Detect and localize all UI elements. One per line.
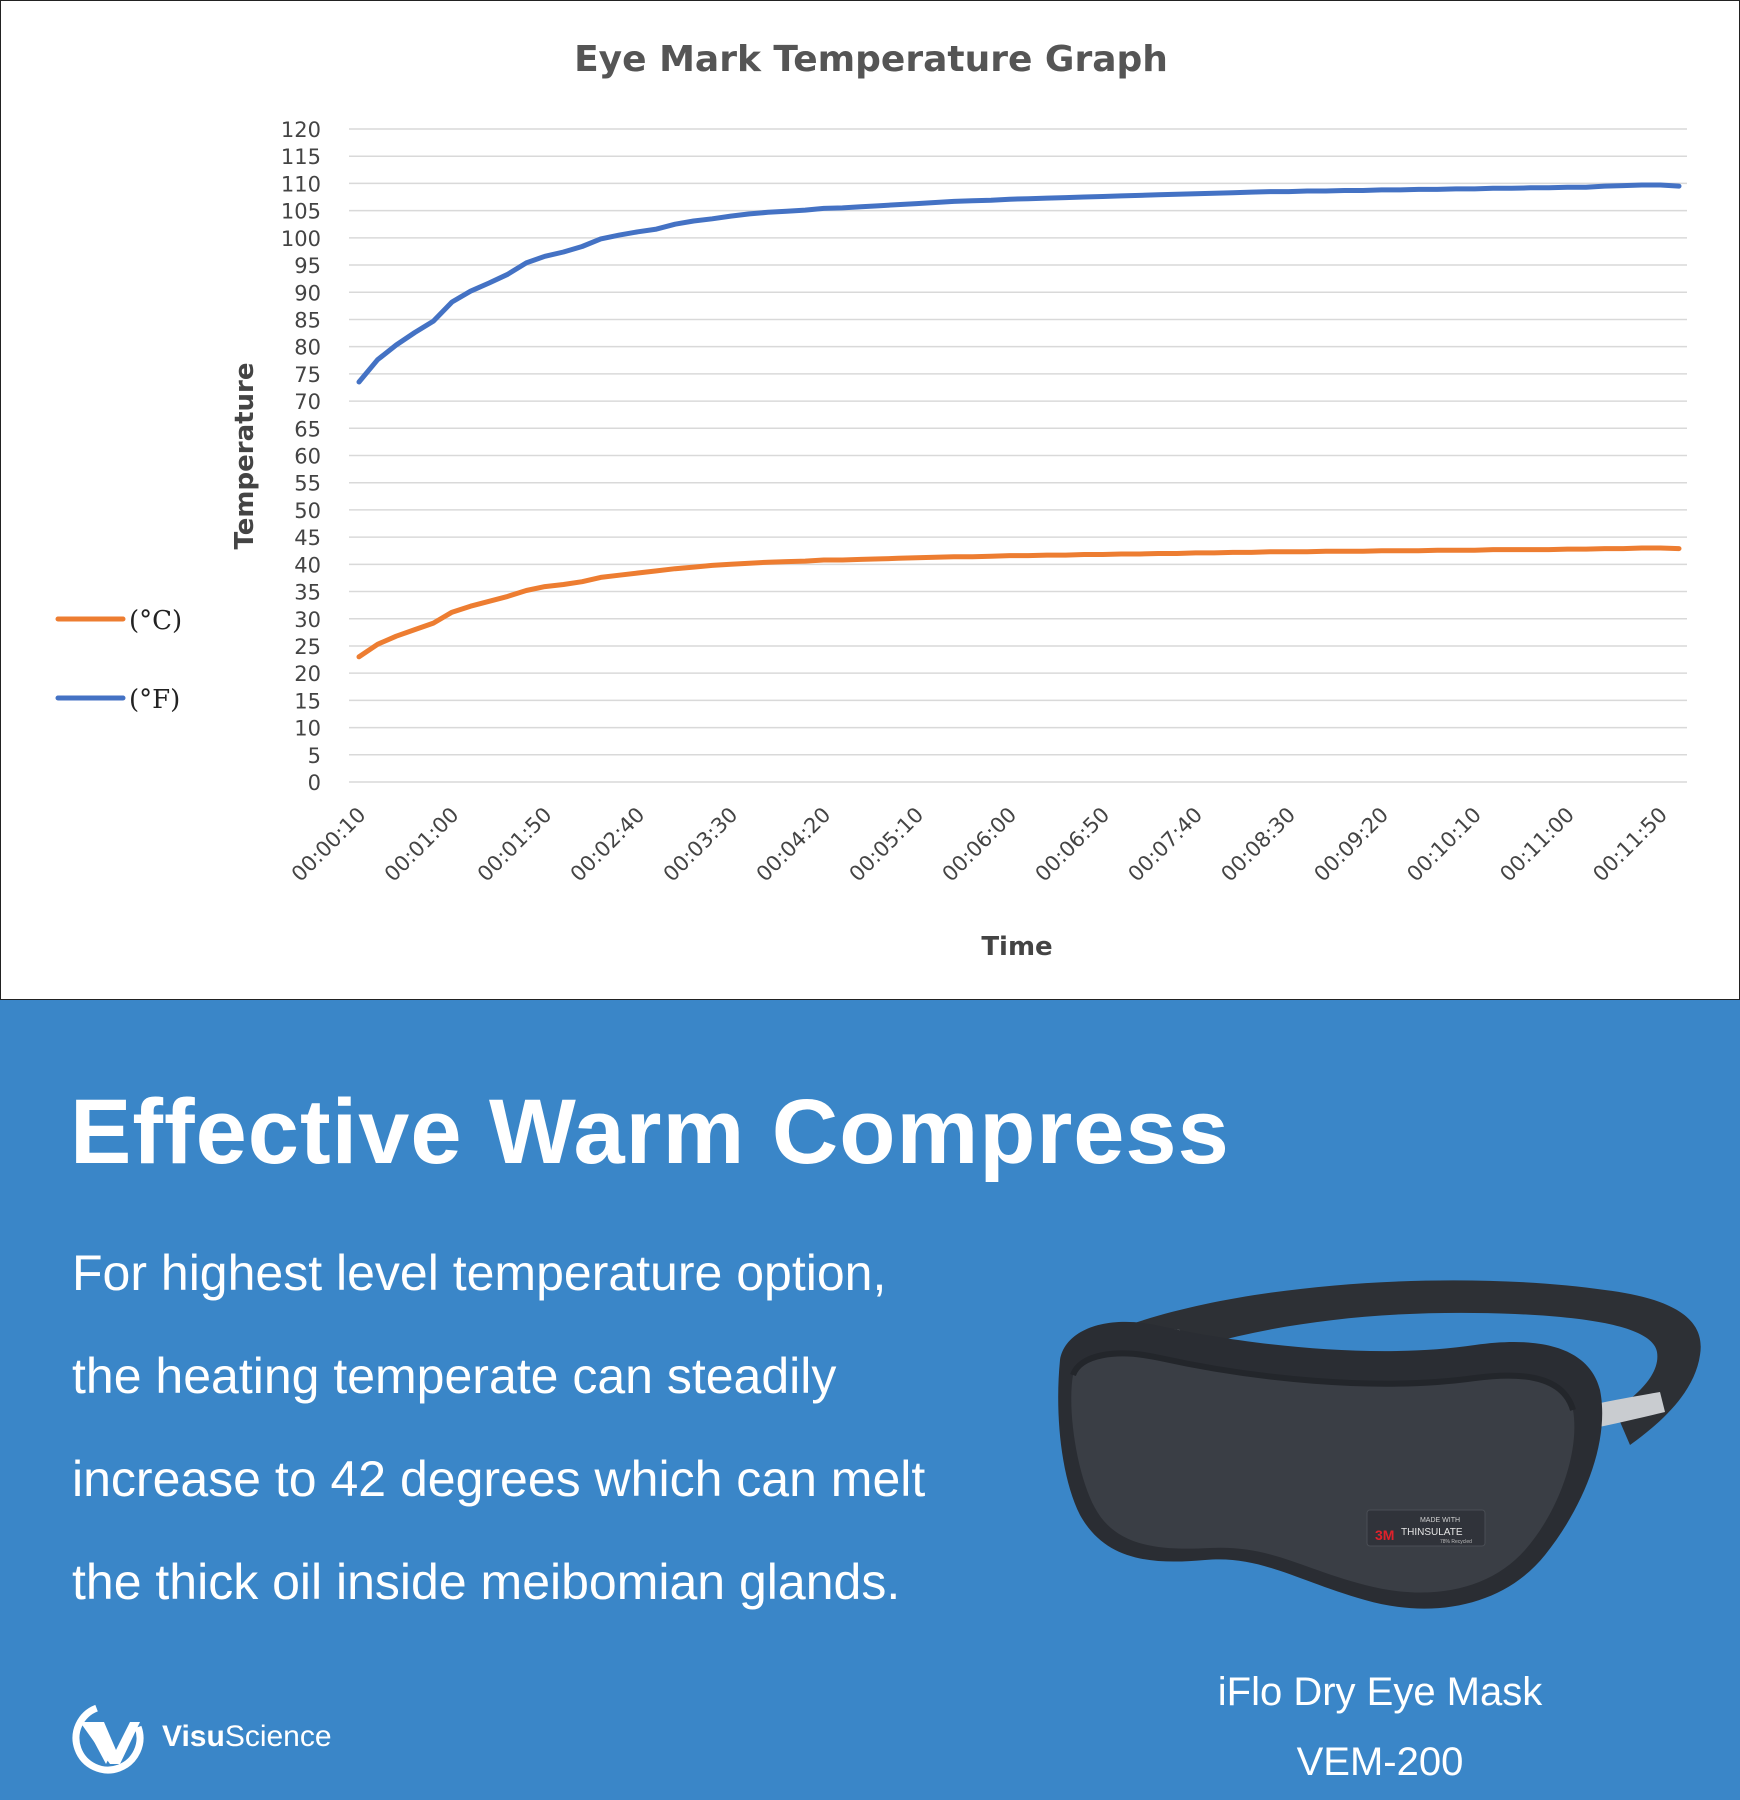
y-tick-label: 15: [294, 689, 321, 713]
visuscience-logo-icon: [72, 1702, 144, 1774]
x-tick-label: 00:08:30: [1216, 803, 1300, 887]
y-axis-title: Temperature: [230, 362, 260, 549]
mask-brand-small: MADE WITH: [1420, 1517, 1460, 1524]
series-lines: [356, 182, 1682, 660]
legend-label-fahrenheit: (°F): [129, 685, 180, 715]
y-tick-label: 50: [294, 499, 321, 523]
x-tick-label: 00:00:10: [287, 803, 371, 887]
body-line: increase to 42 degrees which can melt: [72, 1451, 926, 1507]
y-tick-label: 120: [281, 118, 321, 142]
eye-mask-product-image: MADE WITH 3M THINSULATE 78% Recycled: [1058, 1280, 1701, 1609]
y-tick-label: 110: [281, 172, 321, 196]
x-tick-label: 00:09:20: [1309, 803, 1393, 887]
product-name: iFlo Dry Eye Mask: [1217, 1670, 1543, 1714]
body-line: For highest level temperature option,: [72, 1245, 887, 1301]
product-model: VEM-200: [1296, 1740, 1464, 1784]
y-tick-label: 90: [294, 281, 321, 305]
mask-brand-name: THINSULATE: [1401, 1527, 1463, 1538]
mask-strap: [1115, 1280, 1701, 1445]
x-tick-label: 00:06:50: [1031, 803, 1115, 887]
y-tick-label: 30: [294, 608, 321, 632]
visuscience-logo: VisuScience: [70, 1700, 370, 1780]
mask-brand-note: 78% Recycled: [1440, 1539, 1472, 1545]
y-tick-label: 60: [294, 445, 321, 469]
temperature-line-chart: Eye Mark Temperature Graph 0 5 10 15 20 25 30 3…: [55, 39, 1687, 962]
y-tick-label: 45: [294, 526, 321, 550]
y-tick-label: 0: [308, 771, 321, 795]
body-line: the thick oil inside meibomian glands.: [72, 1554, 901, 1610]
logo-wordmark-rest: Science: [224, 1720, 332, 1753]
y-tick-label: 40: [294, 553, 321, 577]
y-tick-label: 35: [294, 581, 321, 605]
x-tick-label: 00:11:00: [1495, 803, 1579, 887]
series-line-fahrenheit: [356, 182, 1682, 385]
x-tick-label: 00:07:40: [1123, 803, 1207, 887]
mask-brand-label: MADE WITH 3M THINSULATE 78% Recycled: [1366, 1509, 1486, 1547]
x-tick-label: 00:05:10: [845, 803, 929, 887]
y-tick-label: 55: [294, 472, 321, 496]
x-tick-label: 00:01:00: [380, 803, 464, 887]
y-tick-label: 5: [308, 744, 321, 768]
y-tick-label: 80: [294, 336, 321, 360]
x-tick-label: 00:02:40: [566, 803, 650, 887]
headline: Effective Warm Compress: [70, 1081, 1230, 1183]
body-line: the heating temperate can steadily: [72, 1348, 837, 1404]
y-tick-label: 70: [294, 390, 321, 414]
logo-wordmark: VisuScience: [162, 1720, 332, 1754]
y-tick-label: 105: [281, 200, 321, 224]
x-tick-label: 00:06:00: [938, 803, 1022, 887]
mask-rim: [1070, 1350, 1576, 1411]
x-tick-label: 00:10:10: [1402, 803, 1486, 887]
body-text: For highest level temperature option, th…: [72, 1222, 1052, 1634]
logo-wordmark-bold: Visu: [162, 1720, 225, 1753]
x-axis-title: Time: [981, 932, 1052, 962]
promo-panel: Effective Warm Compress For highest leve…: [0, 1000, 1740, 1800]
x-tick-label: 00:04:20: [752, 803, 836, 887]
x-tick-label: 00:11:50: [1588, 803, 1672, 887]
chart-title: Eye Mark Temperature Graph: [574, 39, 1168, 80]
gridlines: [349, 128, 1687, 783]
y-tick-label: 65: [294, 417, 321, 441]
y-tick-label: 115: [281, 145, 321, 169]
y-tick-label: 100: [281, 227, 321, 251]
legend-label-celsius: (°C): [129, 606, 182, 636]
legend: (°C) (°F): [55, 606, 182, 715]
y-axis-ticks: 0 5 10 15 20 25 30 35 40 45 50 55 60 65 70 75 80 85 90 95 10…: [281, 118, 321, 795]
y-tick-label: 95: [294, 254, 321, 278]
x-tick-label: 00:03:30: [659, 803, 743, 887]
x-axis-ticks: 00:00:10 00:01:00 00:01:50 00:02:40 00:03:30…: [287, 803, 1672, 887]
chart-panel: Eye Mark Temperature Graph 0 5 10 15 20 25 30 3…: [0, 0, 1740, 1000]
series-line-celsius: [356, 545, 1682, 660]
y-tick-label: 20: [294, 662, 321, 686]
x-tick-label: 00:01:50: [473, 803, 557, 887]
y-tick-label: 85: [294, 308, 321, 332]
mask-brand-mark: 3M: [1375, 1527, 1394, 1543]
y-tick-label: 25: [294, 635, 321, 659]
y-tick-label: 10: [294, 717, 321, 741]
y-tick-label: 75: [294, 363, 321, 387]
